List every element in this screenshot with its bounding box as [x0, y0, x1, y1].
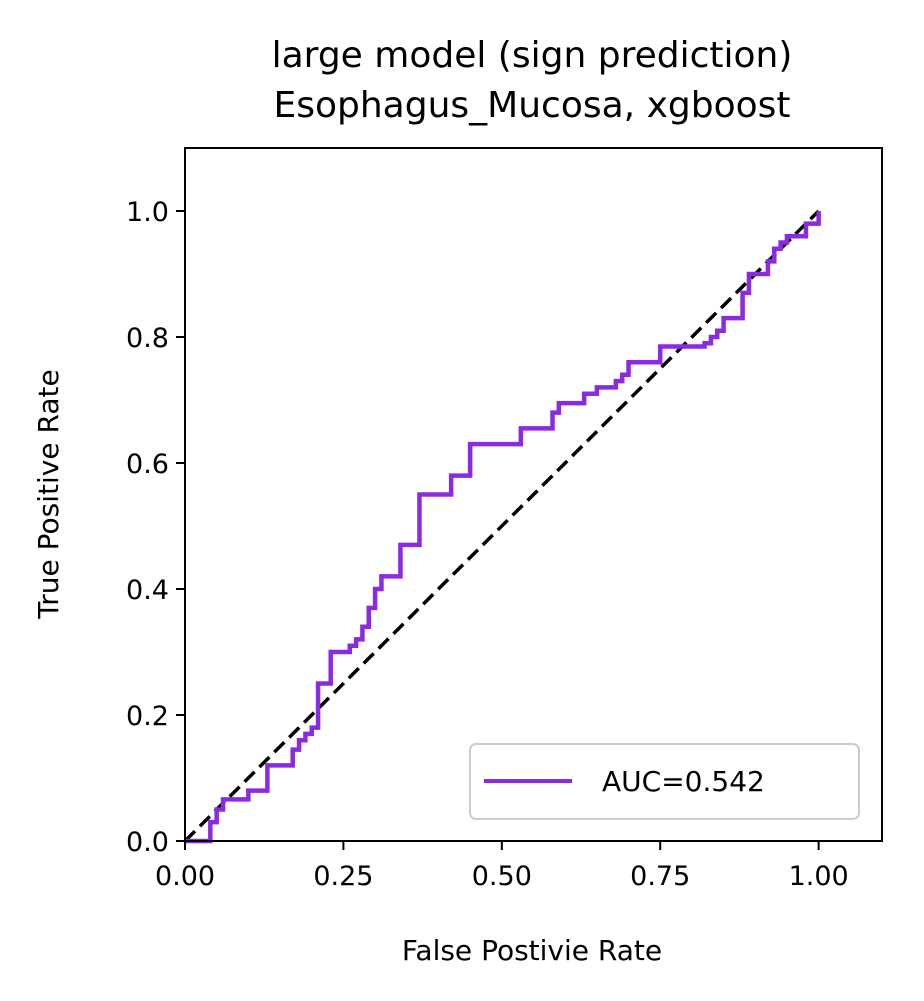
- roc-curve-line: [185, 211, 821, 844]
- x-tick-label: 0.75: [630, 861, 690, 892]
- y-axis: 0.0 0.2 0.4 0.6 0.8 1.0: [126, 197, 185, 858]
- chance-diagonal-line: [183, 209, 820, 843]
- x-tick-label: 1.00: [789, 861, 849, 892]
- y-axis-label: True Positive Rate: [32, 369, 65, 619]
- x-tick-label: 0.00: [155, 861, 215, 892]
- x-axis: 0.00 0.25 0.50 0.75 1.00: [155, 841, 849, 892]
- x-tick-label: 0.50: [472, 861, 532, 892]
- chart-title-line1: large model (sign prediction): [272, 35, 793, 76]
- plot-area: [183, 147, 883, 844]
- chart-title-line2: Esophagus_Mucosa, xgboost: [273, 85, 790, 126]
- x-axis-label: False Postivie Rate: [402, 934, 662, 967]
- plot-frame: [184, 147, 883, 842]
- series-layer: [183, 209, 821, 844]
- x-tick-label: 0.25: [313, 861, 373, 892]
- y-tick-label: 1.0: [126, 197, 169, 228]
- y-tick-label: 0.2: [126, 701, 169, 732]
- y-tick-label: 0.6: [126, 449, 169, 480]
- legend: AUC=0.542: [469, 743, 860, 820]
- legend-label-roc: AUC=0.542: [602, 765, 765, 798]
- y-tick-label: 0.0: [126, 827, 169, 858]
- y-tick-label: 0.4: [126, 575, 169, 606]
- legend-box: [469, 743, 860, 820]
- y-tick-label: 0.8: [126, 323, 169, 354]
